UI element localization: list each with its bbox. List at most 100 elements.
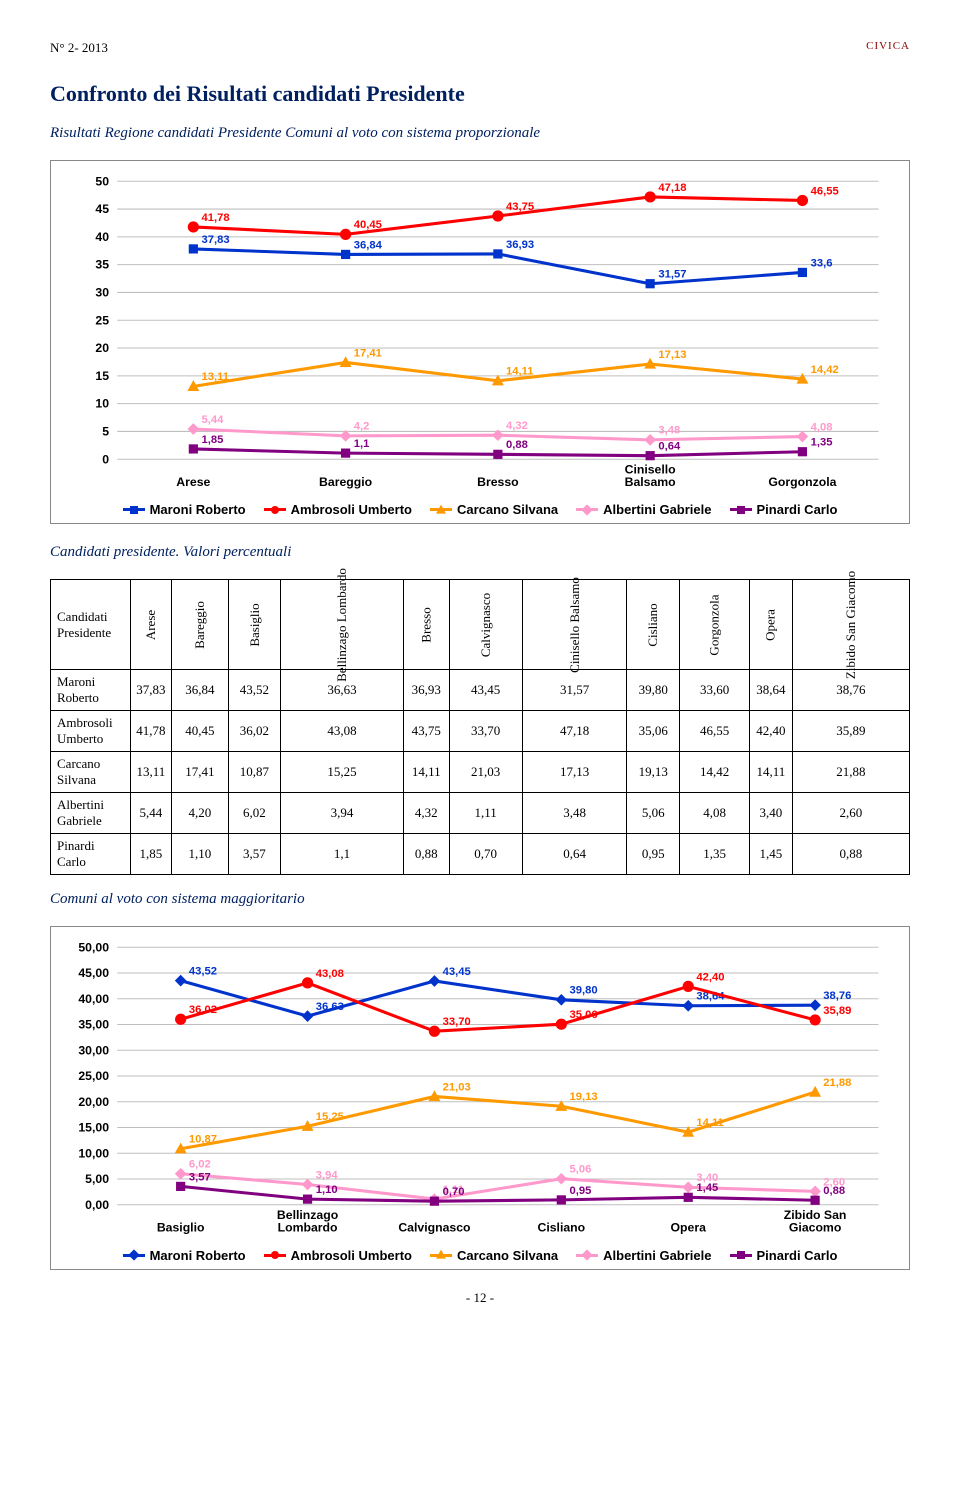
table-cell: 40,45 — [171, 711, 228, 752]
legend-item: Pinardi Carlo — [730, 1248, 838, 1263]
table-cell: 5,06 — [627, 793, 680, 834]
svg-text:46,55: 46,55 — [811, 185, 839, 197]
table-cell: 43,75 — [403, 711, 449, 752]
table-col-header: Bresso — [403, 580, 449, 670]
table-cell: 36,02 — [228, 711, 281, 752]
table-cell: 1,10 — [171, 834, 228, 875]
table-cell: 38,64 — [750, 670, 792, 711]
svg-text:14,11: 14,11 — [506, 366, 534, 378]
table-col-header: Basiglio — [228, 580, 281, 670]
table-row: Carcano Silvana13,1117,4110,8715,2514,11… — [51, 752, 910, 793]
chart1-legend: Maroni RobertoAmbrosoli UmbertoCarcano S… — [61, 496, 899, 519]
svg-text:4,2: 4,2 — [354, 421, 370, 433]
table-col-header: Opera — [750, 580, 792, 670]
table-cell: 0,88 — [403, 834, 449, 875]
svg-text:10,00: 10,00 — [78, 1146, 109, 1160]
svg-text:15,25: 15,25 — [316, 1111, 344, 1123]
table-cell: 4,20 — [171, 793, 228, 834]
svg-text:10: 10 — [95, 397, 109, 411]
table-row-name: Carcano Silvana — [51, 752, 131, 793]
table-cell: 39,80 — [627, 670, 680, 711]
svg-text:5,44: 5,44 — [202, 414, 225, 426]
svg-text:41,78: 41,78 — [202, 212, 230, 224]
table-cell: 0,95 — [627, 834, 680, 875]
chart2: 0,005,0010,0015,0020,0025,0030,0035,0040… — [61, 935, 899, 1242]
chart2-container: 0,005,0010,0015,0020,0025,0030,0035,0040… — [50, 926, 910, 1270]
svg-text:43,75: 43,75 — [506, 201, 534, 213]
chart1-container: 05101520253035404550AreseBareggioBressoC… — [50, 160, 910, 524]
svg-text:0,70: 0,70 — [443, 1186, 465, 1198]
table-cell: 31,57 — [522, 670, 627, 711]
legend-swatch — [430, 508, 452, 511]
table-cell: 37,83 — [130, 670, 171, 711]
svg-text:1,85: 1,85 — [202, 434, 224, 446]
svg-text:0,64: 0,64 — [658, 441, 681, 453]
chart2-subtitle: Comuni al voto con sistema maggioritario — [50, 891, 910, 908]
svg-text:CiniselloBalsamo: CiniselloBalsamo — [625, 463, 676, 489]
svg-text:40,00: 40,00 — [78, 992, 109, 1006]
table-cell: 19,13 — [627, 752, 680, 793]
page-title: Confronto dei Risultati candidati Presid… — [50, 81, 910, 107]
table-cell: 0,64 — [522, 834, 627, 875]
legend-item: Albertini Gabriele — [576, 1248, 711, 1263]
table-col-header: Bareggio — [171, 580, 228, 670]
table-cell: 3,48 — [522, 793, 627, 834]
page-header: N° 2- 2013 CIVICA — [50, 40, 910, 56]
svg-text:3,48: 3,48 — [658, 425, 680, 437]
svg-text:25,00: 25,00 — [78, 1069, 109, 1083]
svg-text:4,32: 4,32 — [506, 420, 528, 432]
table-cell: 35,89 — [792, 711, 909, 752]
table-header-row: Candidati PresidenteAreseBareggioBasigli… — [51, 580, 910, 670]
svg-text:Arese: Arese — [176, 475, 210, 489]
table-cell: 4,32 — [403, 793, 449, 834]
table-cell: 14,11 — [750, 752, 792, 793]
svg-text:1,10: 1,10 — [316, 1184, 338, 1196]
table-row-name: Maroni Roberto — [51, 670, 131, 711]
svg-text:17,13: 17,13 — [658, 349, 686, 361]
svg-text:Calvignasco: Calvignasco — [398, 1220, 470, 1234]
table-cell: 47,18 — [522, 711, 627, 752]
table-cell: 36,84 — [171, 670, 228, 711]
svg-text:1,35: 1,35 — [811, 437, 833, 449]
svg-text:37,83: 37,83 — [202, 234, 230, 246]
table-cell: 14,11 — [403, 752, 449, 793]
data-table: Candidati PresidenteAreseBareggioBasigli… — [50, 579, 910, 875]
svg-text:0,88: 0,88 — [506, 439, 528, 451]
svg-text:5,06: 5,06 — [570, 1164, 592, 1176]
legend-item: Pinardi Carlo — [730, 502, 838, 517]
legend-swatch — [430, 1254, 452, 1257]
svg-text:30,00: 30,00 — [78, 1043, 109, 1057]
svg-text:Gorgonzola: Gorgonzola — [768, 475, 836, 489]
svg-text:39,80: 39,80 — [570, 985, 598, 997]
svg-text:15: 15 — [95, 369, 109, 383]
svg-text:40: 40 — [95, 230, 109, 244]
table-cell: 2,60 — [792, 793, 909, 834]
svg-text:33,70: 33,70 — [443, 1016, 471, 1028]
table-cell: 4,08 — [680, 793, 750, 834]
chart1-subtitle: Risultati Regione candidati Presidente C… — [50, 125, 910, 142]
svg-text:35,06: 35,06 — [570, 1009, 598, 1021]
legend-swatch — [123, 1254, 145, 1257]
table-col-header: Calvignasco — [449, 580, 522, 670]
svg-text:0,00: 0,00 — [85, 1198, 109, 1212]
svg-text:BellinzagoLombardo: BellinzagoLombardo — [277, 1208, 338, 1234]
legend-item: Ambrosoli Umberto — [264, 1248, 412, 1263]
table-cell: 1,11 — [449, 793, 522, 834]
svg-text:35,89: 35,89 — [823, 1005, 851, 1017]
svg-text:50,00: 50,00 — [78, 940, 109, 954]
legend-label: Carcano Silvana — [457, 1248, 558, 1263]
table-cell: 14,42 — [680, 752, 750, 793]
table-cell: 15,25 — [281, 752, 404, 793]
chart2-legend: Maroni RobertoAmbrosoli UmbertoCarcano S… — [61, 1242, 899, 1265]
svg-text:36,93: 36,93 — [506, 239, 534, 251]
svg-text:0,88: 0,88 — [823, 1185, 845, 1197]
svg-text:Bresso: Bresso — [477, 475, 519, 489]
table-cell: 5,44 — [130, 793, 171, 834]
svg-text:43,45: 43,45 — [443, 966, 471, 978]
legend-swatch — [123, 508, 145, 511]
svg-text:33,6: 33,6 — [811, 257, 833, 269]
svg-text:Zibido SanGiacomo: Zibido SanGiacomo — [784, 1208, 847, 1234]
svg-text:Opera: Opera — [671, 1220, 707, 1234]
legend-swatch — [576, 508, 598, 511]
svg-text:15,00: 15,00 — [78, 1121, 109, 1135]
